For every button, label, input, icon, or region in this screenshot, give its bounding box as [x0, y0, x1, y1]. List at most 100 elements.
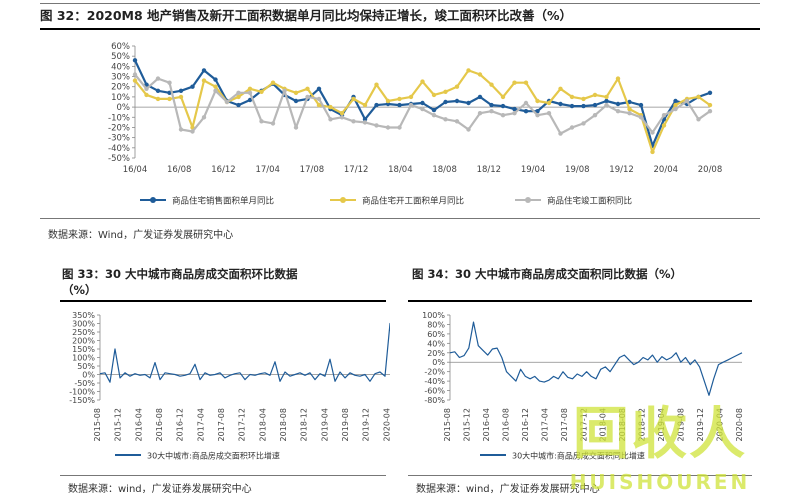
fig33-y-tick-label: 0% — [82, 371, 95, 380]
figure32-title: 图 32：2020M8 地产销售及新开工面积数据单月同比均保持正增长，竣工面积环… — [40, 8, 573, 23]
fig32-series-0-point — [615, 101, 621, 107]
fig32-series-2-point — [236, 90, 241, 95]
fig32-y-tick-label: 50% — [111, 52, 130, 62]
fig32-series-1-point — [351, 96, 356, 102]
fig32-series-1-point — [420, 79, 425, 84]
fig33-y-tick-label: 250% — [72, 328, 95, 337]
fig34-x-tick-label: 2020-08 — [735, 408, 744, 441]
fig32-series-1-point — [178, 94, 184, 100]
fig34-x-tick-label: 2015-08 — [443, 408, 452, 441]
fig33-y-tick-label: 350% — [72, 311, 95, 320]
fig32-series-1-point — [259, 89, 264, 94]
fig32-series-2-point — [144, 86, 149, 91]
fig33-x-tick-label: 2016-08 — [155, 408, 164, 441]
fig34-x-tick-label: 2016-12 — [521, 408, 530, 441]
fig32-series-2-point — [385, 125, 391, 130]
fig32-series-1-point — [696, 94, 701, 100]
fig32-series-1-point — [362, 102, 368, 108]
fig33-x-tick-label: 2019-12 — [362, 408, 371, 441]
fig32-legend-marker — [340, 197, 346, 203]
fig34-y-tick-label: 60% — [427, 330, 445, 339]
fig32-series-1-point — [592, 92, 598, 98]
fig32-y-tick-label: -20% — [108, 123, 130, 133]
fig34-x-tick-label: 2015-12 — [462, 408, 471, 441]
fig32-series-1-point — [201, 78, 207, 83]
fig32-series-0-point — [247, 97, 253, 103]
fig32-series-0-point — [535, 109, 540, 114]
fig32-series-0-point — [155, 88, 161, 93]
fig32-x-tick-label: 17/08 — [300, 165, 325, 175]
fig32-series-2-point — [178, 127, 184, 132]
fig32-series-2-point — [673, 106, 678, 112]
fig34-y-tick-label: -60% — [424, 387, 445, 396]
fig32-series-2-point — [282, 88, 287, 93]
fig32-y-tick-label: -40% — [108, 144, 130, 154]
fig32-series-1-point — [374, 82, 379, 87]
fig32-series-2-point — [569, 125, 575, 130]
fig34-x-tick-label: 2019-12 — [696, 408, 705, 441]
fig32-series-0-point — [397, 102, 402, 108]
figure34-title-rule — [408, 300, 752, 302]
fig32-series-2-point — [374, 123, 379, 128]
fig32-series-2-point — [500, 113, 506, 118]
fig34-x-tick-label: 2019-04 — [657, 408, 666, 441]
fig32-series-0-point — [293, 98, 299, 104]
fig32-series-1-point — [408, 94, 414, 100]
fig32-series-2-point — [351, 119, 356, 124]
fig32-y-tick-label: -10% — [108, 113, 130, 123]
fig32-series-0-point — [523, 109, 529, 114]
fig32-series-2-point — [512, 111, 517, 116]
fig34-x-tick-label: 2016-08 — [501, 408, 510, 441]
figure32-bottom-rule — [40, 218, 760, 219]
fig34-x-tick-label: 2017-12 — [579, 408, 588, 441]
figure33-source: 数据来源：wind，广发证券发展研究中心 — [68, 484, 252, 495]
fig32-series-1-point — [385, 98, 391, 104]
fig32-series-2-point — [489, 109, 494, 114]
fig32-y-tick-label: 40% — [111, 62, 130, 72]
fig32-series-1-point — [661, 123, 667, 128]
fig32-x-tick-label: 17/04 — [255, 165, 280, 175]
fig32-series-0-point — [362, 117, 368, 122]
fig32-series-1-point — [604, 94, 609, 100]
fig32-series-2-point — [558, 131, 563, 136]
fig34-series-0-line — [449, 321, 743, 396]
fig32-series-2-point — [293, 125, 299, 130]
fig34-legend-label: 30大中城市:商品房成交面积同比增速 — [512, 451, 645, 461]
fig32-series-1-point — [132, 78, 138, 83]
header-rule-top — [40, 3, 760, 4]
fig32-series-1-point — [397, 96, 402, 102]
watermark-top-text: 回收人 — [573, 402, 747, 467]
fig32-series-2-point — [466, 127, 471, 132]
figure32-chart: 60%50%40%30%20%10%0%-10%-20%-30%-40%-50%… — [108, 42, 722, 207]
fig32-y-tick-label: -50% — [108, 154, 130, 164]
fig32-series-1-point — [305, 86, 310, 91]
fig32-series-2-point — [213, 88, 218, 93]
fig32-x-tick-label: 19/04 — [521, 165, 546, 175]
fig33-x-tick-label: 2019-04 — [320, 408, 329, 441]
fig32-x-tick-label: 16/08 — [167, 165, 192, 175]
fig32-series-2-point — [627, 111, 632, 116]
fig32-series-2-point — [684, 98, 690, 104]
fig32-y-tick-label: -30% — [108, 134, 130, 144]
fig32-series-0-point — [500, 103, 506, 109]
fig32-x-tick-label: 18/08 — [432, 165, 457, 175]
fig32-series-2-point — [397, 125, 402, 130]
fig32-series-0-point — [201, 68, 207, 73]
fig32-series-1-point — [431, 92, 437, 98]
fig33-y-tick-label: 150% — [72, 345, 95, 354]
fig32-legend-label: 商品住宅开工面积单月同比 — [362, 196, 464, 207]
fig32-y-tick-label: 20% — [111, 83, 130, 93]
fig32-series-2-point — [696, 117, 701, 122]
fig32-series-2-point — [638, 115, 644, 120]
fig32-series-1-point — [673, 102, 678, 108]
fig32-series-1-point — [167, 96, 172, 102]
fig32-series-2-point — [546, 111, 552, 116]
fig32-series-0-point — [420, 100, 425, 106]
figure34-title: 图 34：30 大中城市商品房成交面积同比数据（%） — [412, 267, 683, 281]
fig33-y-tick-label: -100% — [69, 388, 95, 397]
fig32-series-1-point — [489, 82, 494, 87]
watermark-bottom-text: HUISHOUREN — [569, 470, 751, 494]
figure33-title: 图 33：30 大中城市商品房成交面积环比数据 （%） — [62, 266, 392, 298]
fig32-series-2-point — [615, 109, 621, 114]
fig32-series-0-point — [466, 100, 471, 106]
